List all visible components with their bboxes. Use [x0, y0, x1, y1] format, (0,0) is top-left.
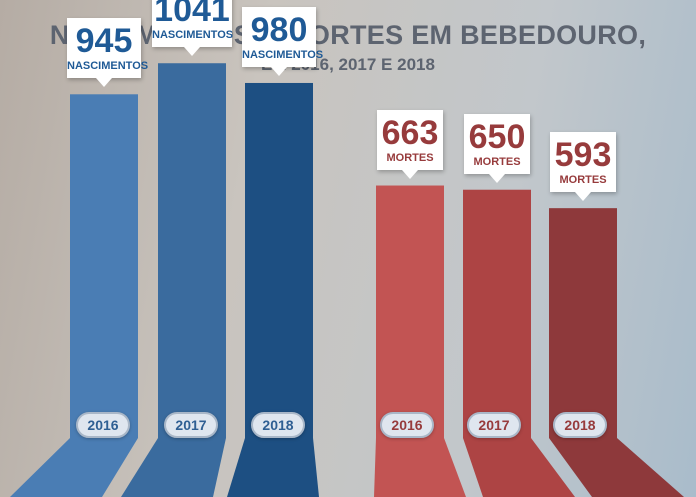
bar-floor-nascimentos-2018	[227, 438, 319, 497]
bar-floor-nascimentos-2016	[10, 438, 138, 497]
value-number: 593	[554, 136, 612, 175]
year-label: 2018	[553, 412, 607, 438]
value-label: 593 MORTES	[550, 132, 616, 202]
year-label: 2017	[467, 412, 521, 438]
bar-mortes-2016	[376, 185, 444, 438]
bar-mortes-2018	[549, 208, 617, 438]
value-label: 945 NASCIMENTOS	[67, 18, 149, 88]
value-number: 980	[250, 10, 308, 49]
value-unit: NASCIMENTOS	[242, 48, 324, 61]
value-label: 663 MORTES	[377, 109, 443, 179]
bar-nascimentos-2018	[245, 82, 313, 438]
year-label: 2016	[76, 412, 130, 438]
year-label: 2016	[380, 412, 434, 438]
value-number: 650	[468, 117, 526, 156]
bar-floor-mortes-2016	[374, 438, 466, 497]
value-label: 1041 NASCIMENTOS	[152, 0, 234, 57]
value-label: 650 MORTES	[464, 113, 530, 183]
bar-nascimentos-2017	[158, 63, 226, 438]
value-unit: NASCIMENTOS	[152, 29, 234, 42]
value-unit: MORTES	[386, 151, 434, 164]
value-unit: NASCIMENTOS	[67, 60, 149, 73]
year-label: 2017	[164, 412, 218, 438]
value-label: 980 NASCIMENTOS	[242, 6, 324, 76]
value-number: 663	[381, 113, 439, 152]
bar-floor-nascimentos-2017	[121, 438, 226, 497]
bar-floor-mortes-2017	[463, 438, 575, 497]
value-number: 945	[75, 22, 133, 61]
value-unit: MORTES	[559, 174, 607, 187]
value-number: 1041	[154, 0, 230, 30]
bar-nascimentos-2016	[70, 94, 138, 438]
year-label: 2018	[251, 412, 305, 438]
chart-title: NASCIMENTOS E MORTES EM BEBEDOURO,	[49, 20, 647, 50]
bar-floor-mortes-2018	[549, 438, 684, 497]
value-unit: MORTES	[473, 155, 521, 168]
bar-mortes-2017	[463, 189, 531, 438]
